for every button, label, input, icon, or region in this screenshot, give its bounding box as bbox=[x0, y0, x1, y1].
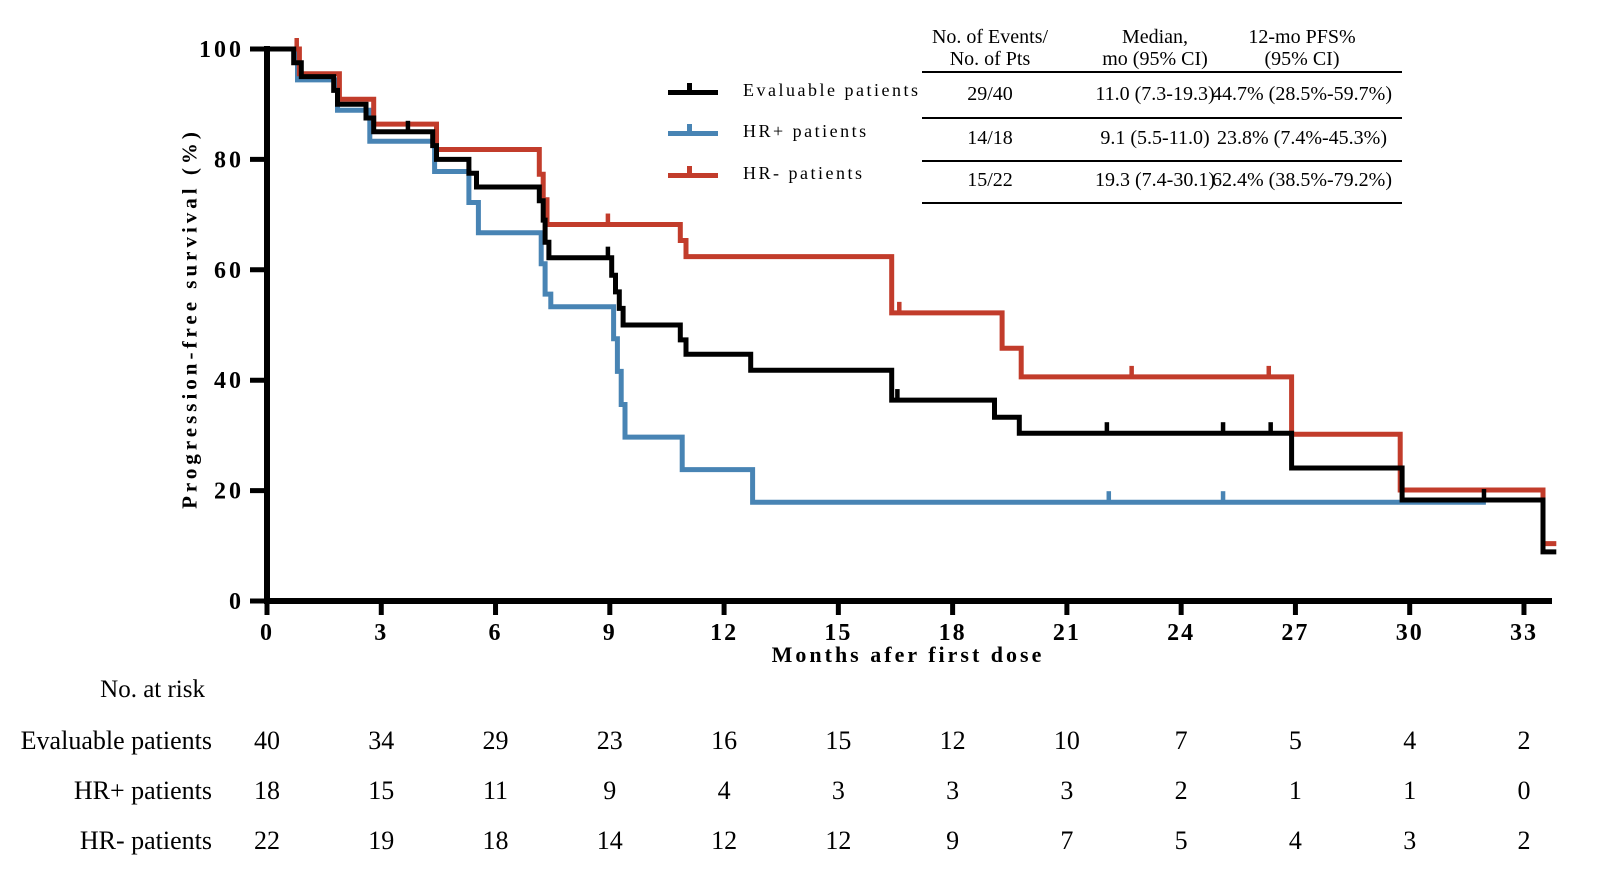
x-tick-label: 30 bbox=[1396, 620, 1424, 646]
x-tick-label: 33 bbox=[1510, 620, 1538, 646]
x-tick-label: 3 bbox=[374, 620, 388, 646]
risk-value: 7 bbox=[1060, 826, 1074, 855]
legend-label: HR+ patients bbox=[743, 121, 869, 141]
y-tick-label: 20 bbox=[214, 479, 244, 505]
x-tick-label: 6 bbox=[489, 620, 503, 646]
risk-value: 4 bbox=[1403, 726, 1417, 755]
x-tick-label: 0 bbox=[260, 620, 274, 646]
y-tick-label: 100 bbox=[199, 37, 244, 63]
x-axis-title: Months afer first dose bbox=[771, 642, 1045, 667]
y-tick-label: 0 bbox=[229, 589, 244, 615]
legend-censor-tick bbox=[687, 83, 692, 92]
y-tick-label: 60 bbox=[214, 258, 244, 284]
km-curve-hr-patients bbox=[267, 46, 1557, 547]
y-axis-title: Progression-free survival (%) bbox=[177, 128, 202, 509]
risk-row-label-evaluable-patients: Evaluable patients bbox=[20, 726, 212, 755]
risk-value: 4 bbox=[1288, 826, 1302, 855]
risk-value: 10 bbox=[1053, 726, 1080, 755]
risk-value: 3 bbox=[946, 776, 960, 805]
legend-censor-tick bbox=[687, 124, 692, 133]
stats-value: 29/40 bbox=[967, 83, 1013, 105]
stats-value: 14/18 bbox=[967, 127, 1013, 149]
risk-value: 5 bbox=[1288, 726, 1302, 755]
stats-value: 44.7% (28.5%-59.7%) bbox=[1212, 83, 1392, 105]
legend-line-sample bbox=[668, 131, 718, 136]
stats-value: 15/22 bbox=[967, 169, 1013, 191]
risk-value: 3 bbox=[831, 776, 845, 805]
risk-value: 2 bbox=[1517, 726, 1531, 755]
risk-value: 9 bbox=[603, 776, 617, 805]
risk-table-title: No. at risk bbox=[100, 676, 205, 703]
legend-label: HR- patients bbox=[743, 163, 865, 183]
risk-value: 11 bbox=[483, 776, 509, 805]
stats-value: 19.3 (7.4-30.1) bbox=[1095, 169, 1215, 191]
stats-rule bbox=[922, 202, 1402, 204]
risk-value: 3 bbox=[1403, 826, 1417, 855]
stats-value: 11.0 (7.3-19.3) bbox=[1095, 83, 1215, 105]
risk-value: 34 bbox=[368, 726, 395, 755]
stats-rule bbox=[922, 117, 1402, 119]
stats-col-header-events: No. of Events/ No. of Pts bbox=[931, 26, 1049, 70]
risk-value: 1 bbox=[1288, 776, 1302, 805]
risk-value: 5 bbox=[1174, 826, 1188, 855]
stats-value: 23.8% (7.4%-45.3%) bbox=[1217, 127, 1387, 149]
x-tick-label: 24 bbox=[1167, 620, 1195, 646]
risk-value: 0 bbox=[1517, 776, 1531, 805]
risk-value: 15 bbox=[825, 726, 852, 755]
stats-col-header-median: Median, mo (95% CI) bbox=[1102, 26, 1208, 70]
y-tick-label: 40 bbox=[214, 368, 244, 394]
stats-rule bbox=[922, 71, 1402, 73]
x-tick-label: 12 bbox=[710, 620, 738, 646]
risk-row-label-hr-patients: HR+ patients bbox=[73, 776, 212, 805]
risk-value: 40 bbox=[254, 726, 280, 755]
risk-value: 14 bbox=[596, 826, 623, 855]
x-tick-label: 21 bbox=[1053, 620, 1081, 646]
legend-label: Evaluable patients bbox=[743, 80, 921, 100]
km-curve-evaluable-patients bbox=[267, 46, 1557, 555]
stats-value: 62.4% (38.5%-79.2%) bbox=[1212, 169, 1392, 191]
risk-value: 29 bbox=[482, 726, 509, 755]
legend-censor-tick bbox=[687, 166, 692, 175]
risk-value: 1 bbox=[1403, 776, 1417, 805]
risk-value: 23 bbox=[596, 726, 623, 755]
stats-rule bbox=[922, 160, 1402, 162]
x-tick-label: 15 bbox=[824, 620, 852, 646]
stats-col-header-12mo-pfs: 12-mo PFS% (95% CI) bbox=[1248, 26, 1356, 70]
x-tick-label: 27 bbox=[1281, 620, 1309, 646]
legend-line-sample bbox=[668, 90, 718, 95]
risk-value: 2 bbox=[1517, 826, 1531, 855]
risk-value: 3 bbox=[1060, 776, 1074, 805]
risk-value: 7 bbox=[1174, 726, 1188, 755]
risk-value: 9 bbox=[946, 826, 960, 855]
risk-value: 12 bbox=[939, 726, 966, 755]
risk-value: 12 bbox=[825, 826, 852, 855]
risk-value: 12 bbox=[711, 826, 738, 855]
risk-value: 16 bbox=[711, 726, 738, 755]
risk-value: 19 bbox=[368, 826, 395, 855]
risk-value: 18 bbox=[254, 776, 280, 805]
risk-value: 22 bbox=[254, 826, 280, 855]
km-curve-hr-patients bbox=[267, 46, 1486, 505]
x-tick-label: 18 bbox=[939, 620, 967, 646]
risk-row-label-hr-patients: HR- patients bbox=[79, 826, 212, 855]
risk-value: 18 bbox=[482, 826, 509, 855]
risk-value: 4 bbox=[717, 776, 731, 805]
risk-value: 2 bbox=[1174, 776, 1188, 805]
risk-value: 15 bbox=[368, 776, 395, 805]
x-tick-label: 9 bbox=[603, 620, 617, 646]
y-tick-label: 80 bbox=[214, 147, 244, 173]
legend-line-sample bbox=[668, 173, 718, 178]
stats-value: 9.1 (5.5-11.0) bbox=[1100, 127, 1210, 149]
